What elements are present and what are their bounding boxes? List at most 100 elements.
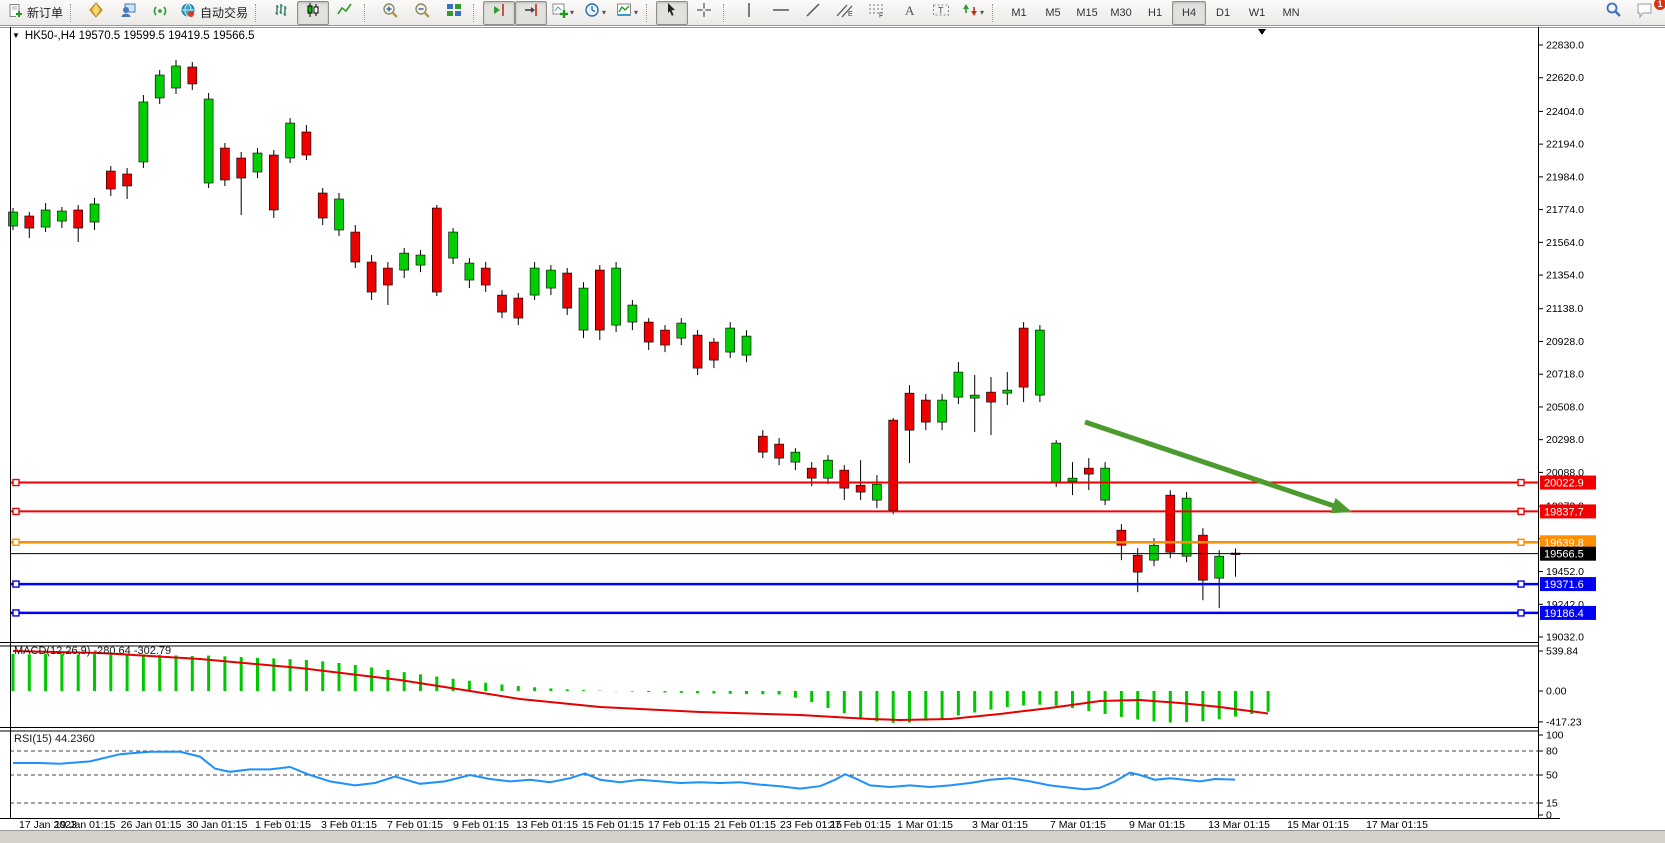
candle-body bbox=[643, 321, 654, 343]
candle-body bbox=[1051, 442, 1061, 484]
line-handle bbox=[1517, 478, 1525, 487]
clock-icon bbox=[584, 2, 600, 23]
tile-windows-icon bbox=[446, 2, 462, 23]
search-button[interactable] bbox=[1597, 1, 1629, 25]
timeframe-m30-button[interactable]: M30 bbox=[1110, 6, 1132, 19]
profile-button[interactable] bbox=[112, 1, 144, 25]
chevron-down-icon: ▾ bbox=[980, 8, 985, 17]
candle-body bbox=[627, 304, 638, 323]
line-handle bbox=[12, 478, 20, 487]
styler-button[interactable] bbox=[80, 1, 112, 25]
tile-windows-button[interactable] bbox=[438, 1, 470, 25]
periods-button[interactable]: ▾ bbox=[579, 1, 611, 25]
candle-body bbox=[334, 198, 344, 231]
candle-body bbox=[1067, 477, 1078, 482]
text-button[interactable]: A bbox=[893, 1, 925, 25]
line-chart-button[interactable] bbox=[329, 1, 361, 25]
timeframe-m5-button[interactable]: M5 bbox=[1045, 6, 1061, 19]
time-axis-label: 23 Feb 01:15 bbox=[780, 819, 842, 831]
template-icon bbox=[616, 2, 632, 23]
zoom-out-button[interactable] bbox=[406, 1, 438, 25]
candle-body bbox=[725, 327, 736, 353]
price-axis-label: 21354.0 bbox=[1546, 270, 1584, 282]
timeframe-m1-button[interactable]: M1 bbox=[1011, 6, 1027, 19]
macd-signal-line bbox=[12, 649, 1269, 721]
candle-body bbox=[709, 341, 719, 361]
candle-body bbox=[497, 294, 507, 313]
timeframe-mn-button[interactable]: MN bbox=[1282, 6, 1300, 19]
timeframe-h1-button[interactable]: H1 bbox=[1148, 6, 1163, 19]
time-axis-label: 17 Mar 01:15 bbox=[1366, 819, 1428, 831]
price-axis-label: 22194.0 bbox=[1546, 139, 1584, 151]
time-axis-label: 15 Mar 01:15 bbox=[1287, 819, 1349, 831]
crosshair-button[interactable] bbox=[688, 1, 720, 25]
new-order-label: 新订单 bbox=[27, 6, 64, 20]
candle-body bbox=[888, 419, 899, 511]
candle-body bbox=[252, 152, 263, 173]
candle-body bbox=[969, 394, 980, 399]
candle-body bbox=[464, 262, 475, 281]
price-badge-label: 19566.5 bbox=[1544, 549, 1584, 561]
candle-body bbox=[692, 334, 703, 369]
zoom-in-icon bbox=[382, 2, 399, 24]
time-axis-label: 21 Feb 01:15 bbox=[714, 819, 776, 831]
zoom-in-button[interactable] bbox=[374, 1, 406, 25]
candle-body bbox=[790, 451, 801, 463]
notification-count-badge: 1 bbox=[1654, 0, 1665, 10]
indicators-button[interactable]: ▾ bbox=[547, 1, 579, 25]
price-axis-label: 21984.0 bbox=[1546, 171, 1584, 183]
time-axis-label: 13 Feb 01:15 bbox=[516, 819, 578, 831]
toolbar: 新订单 自动交易 ▾ ▾ bbox=[0, 0, 1665, 26]
fibonacci-button[interactable]: F bbox=[861, 1, 893, 25]
candle-body bbox=[920, 399, 931, 423]
price-badge bbox=[1540, 475, 1596, 490]
timeframe-group: M1 M5 M15 M30 H1 H4 D1 W1 MN bbox=[1002, 0, 1308, 25]
candle-body bbox=[1198, 534, 1208, 581]
candle-body bbox=[1149, 544, 1159, 561]
chart-collapse-icon[interactable]: ▼ bbox=[12, 31, 20, 40]
candle-body bbox=[1165, 494, 1176, 553]
timeframe-h4-button[interactable]: H4 bbox=[1172, 0, 1207, 25]
chart-shift-button[interactable] bbox=[483, 0, 516, 25]
candlestick-chart-button[interactable] bbox=[297, 0, 330, 25]
crosshair-icon bbox=[696, 2, 712, 23]
time-axis-label: 1 Mar 01:15 bbox=[897, 819, 953, 831]
notifications-button[interactable]: 1 bbox=[1629, 0, 1665, 25]
timeframe-m15-button[interactable]: M15 bbox=[1076, 6, 1098, 19]
timeframe-w1-button[interactable]: W1 bbox=[1248, 6, 1266, 19]
chart-shift-marker-icon bbox=[1258, 29, 1266, 35]
time-axis-label: 15 Feb 01:15 bbox=[582, 819, 644, 831]
time-axis-label: 30 Jan 01:15 bbox=[187, 819, 248, 831]
channel-button[interactable]: E bbox=[829, 1, 861, 25]
price-badge-label: 20022.9 bbox=[1544, 478, 1584, 490]
text-label-button[interactable]: T bbox=[925, 1, 957, 25]
toolbar-grip bbox=[723, 3, 728, 22]
price-badge-label: 19186.4 bbox=[1544, 608, 1584, 620]
price-badge bbox=[1540, 504, 1596, 519]
arrows-button[interactable]: ▾ bbox=[957, 1, 989, 25]
candle-body bbox=[611, 267, 621, 326]
new-order-button[interactable]: 新订单 bbox=[4, 1, 67, 25]
auto-scroll-button[interactable] bbox=[515, 0, 548, 25]
candlestick-series bbox=[8, 59, 1241, 609]
candle-body bbox=[350, 231, 361, 263]
chart-frame bbox=[0, 27, 1665, 819]
timeframe-d1-button[interactable]: D1 bbox=[1216, 6, 1231, 19]
price-badge bbox=[1540, 605, 1596, 620]
trendline-button[interactable] bbox=[797, 1, 829, 25]
auto-trading-button[interactable]: 自动交易 bbox=[176, 1, 252, 25]
candle-body bbox=[57, 210, 67, 222]
candle-body bbox=[660, 329, 670, 346]
vertical-line-button[interactable] bbox=[733, 1, 765, 25]
bar-chart-button[interactable] bbox=[265, 1, 297, 25]
templates-button[interactable]: ▾ bbox=[611, 1, 643, 25]
signals-button[interactable] bbox=[144, 1, 176, 25]
horizontal-line-button[interactable] bbox=[765, 1, 797, 25]
line-handle bbox=[1517, 609, 1525, 617]
window-bottom-strip bbox=[0, 830, 1665, 843]
cursor-button[interactable] bbox=[656, 0, 689, 25]
auto-scroll-icon bbox=[523, 2, 539, 23]
candle-body bbox=[1132, 554, 1143, 573]
